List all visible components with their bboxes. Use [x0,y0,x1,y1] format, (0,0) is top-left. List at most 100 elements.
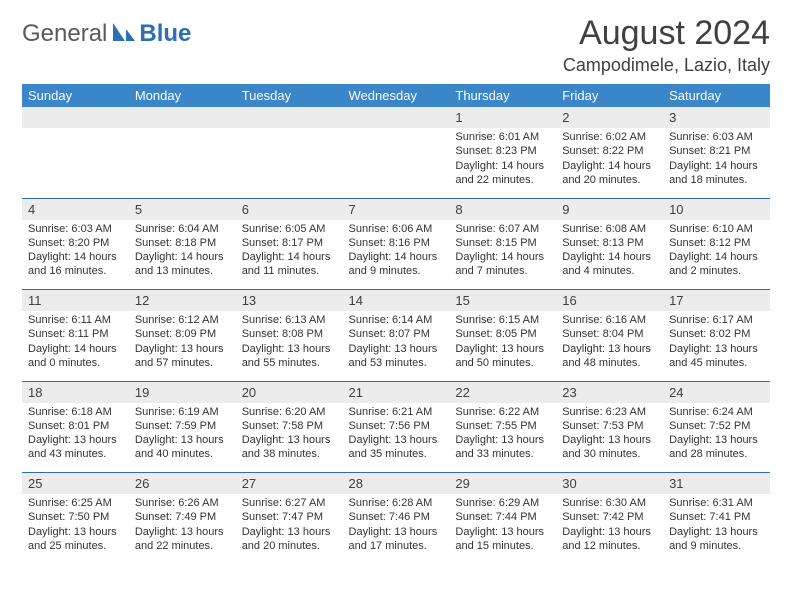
day-d1: Daylight: 13 hours [562,525,657,539]
day-sr: Sunrise: 6:14 AM [349,313,444,327]
week-details-row: Sunrise: 6:03 AMSunset: 8:20 PMDaylight:… [22,220,770,290]
day-d2: and 11 minutes. [242,264,337,278]
day-detail [22,128,129,198]
day-ss: Sunset: 8:01 PM [28,419,123,433]
day-d2: and 50 minutes. [455,356,550,370]
day-d1: Daylight: 13 hours [669,525,764,539]
day-number: 6 [236,198,343,220]
day-detail: Sunrise: 6:30 AMSunset: 7:42 PMDaylight:… [556,494,663,564]
day-detail: Sunrise: 6:08 AMSunset: 8:13 PMDaylight:… [556,220,663,290]
day-detail: Sunrise: 6:17 AMSunset: 8:02 PMDaylight:… [663,311,770,381]
day-d2: and 43 minutes. [28,447,123,461]
day-number: 18 [22,381,129,403]
day-detail: Sunrise: 6:05 AMSunset: 8:17 PMDaylight:… [236,220,343,290]
day-d2: and 40 minutes. [135,447,230,461]
day-detail: Sunrise: 6:24 AMSunset: 7:52 PMDaylight:… [663,403,770,473]
day-detail: Sunrise: 6:10 AMSunset: 8:12 PMDaylight:… [663,220,770,290]
day-number: 8 [449,198,556,220]
day-d1: Daylight: 13 hours [455,433,550,447]
brand-logo: General Blue [22,20,191,48]
day-d2: and 9 minutes. [669,539,764,553]
day-number: 3 [663,107,770,128]
day-d2: and 7 minutes. [455,264,550,278]
day-d2: and 48 minutes. [562,356,657,370]
day-d1: Daylight: 13 hours [349,433,444,447]
day-number: 19 [129,381,236,403]
day-sr: Sunrise: 6:05 AM [242,222,337,236]
day-number: 22 [449,381,556,403]
day-sr: Sunrise: 6:20 AM [242,405,337,419]
day-number: 31 [663,473,770,495]
day-d1: Daylight: 14 hours [562,159,657,173]
day-detail: Sunrise: 6:31 AMSunset: 7:41 PMDaylight:… [663,494,770,564]
day-d1: Daylight: 14 hours [28,250,123,264]
day-number: 24 [663,381,770,403]
day-sr: Sunrise: 6:11 AM [28,313,123,327]
day-number: 7 [343,198,450,220]
day-number [22,107,129,128]
day-detail: Sunrise: 6:15 AMSunset: 8:05 PMDaylight:… [449,311,556,381]
dow-monday: Monday [129,84,236,107]
day-d2: and 22 minutes. [455,173,550,187]
day-sr: Sunrise: 6:24 AM [669,405,764,419]
day-detail: Sunrise: 6:23 AMSunset: 7:53 PMDaylight:… [556,403,663,473]
day-d2: and 2 minutes. [669,264,764,278]
day-number [343,107,450,128]
day-d1: Daylight: 13 hours [349,525,444,539]
day-ss: Sunset: 8:13 PM [562,236,657,250]
day-ss: Sunset: 8:09 PM [135,327,230,341]
day-ss: Sunset: 8:22 PM [562,144,657,158]
dow-friday: Friday [556,84,663,107]
day-ss: Sunset: 8:11 PM [28,327,123,341]
day-ss: Sunset: 8:07 PM [349,327,444,341]
brand-general: General [22,20,107,48]
day-number: 17 [663,290,770,312]
day-d1: Daylight: 14 hours [669,159,764,173]
day-ss: Sunset: 7:41 PM [669,510,764,524]
day-detail: Sunrise: 6:13 AMSunset: 8:08 PMDaylight:… [236,311,343,381]
day-d1: Daylight: 14 hours [349,250,444,264]
day-number: 11 [22,290,129,312]
day-sr: Sunrise: 6:19 AM [135,405,230,419]
day-sr: Sunrise: 6:25 AM [28,496,123,510]
day-detail: Sunrise: 6:04 AMSunset: 8:18 PMDaylight:… [129,220,236,290]
day-d1: Daylight: 13 hours [242,433,337,447]
day-d2: and 53 minutes. [349,356,444,370]
day-detail [129,128,236,198]
week-details-row: Sunrise: 6:25 AMSunset: 7:50 PMDaylight:… [22,494,770,564]
week-numbers-row: 123 [22,107,770,128]
day-ss: Sunset: 8:23 PM [455,144,550,158]
day-d2: and 35 minutes. [349,447,444,461]
day-number: 26 [129,473,236,495]
day-detail: Sunrise: 6:01 AMSunset: 8:23 PMDaylight:… [449,128,556,198]
day-sr: Sunrise: 6:31 AM [669,496,764,510]
day-d1: Daylight: 13 hours [669,433,764,447]
day-d1: Daylight: 13 hours [455,525,550,539]
day-d2: and 18 minutes. [669,173,764,187]
day-d2: and 28 minutes. [669,447,764,461]
day-detail: Sunrise: 6:28 AMSunset: 7:46 PMDaylight:… [343,494,450,564]
day-d1: Daylight: 14 hours [455,250,550,264]
day-ss: Sunset: 8:21 PM [669,144,764,158]
day-d1: Daylight: 13 hours [562,433,657,447]
day-sr: Sunrise: 6:12 AM [135,313,230,327]
day-detail: Sunrise: 6:12 AMSunset: 8:09 PMDaylight:… [129,311,236,381]
day-detail: Sunrise: 6:07 AMSunset: 8:15 PMDaylight:… [449,220,556,290]
day-sr: Sunrise: 6:08 AM [562,222,657,236]
day-ss: Sunset: 8:20 PM [28,236,123,250]
day-number: 29 [449,473,556,495]
day-sr: Sunrise: 6:03 AM [669,130,764,144]
day-d1: Daylight: 13 hours [242,525,337,539]
day-sr: Sunrise: 6:26 AM [135,496,230,510]
day-ss: Sunset: 7:47 PM [242,510,337,524]
day-sr: Sunrise: 6:06 AM [349,222,444,236]
day-ss: Sunset: 8:04 PM [562,327,657,341]
day-detail: Sunrise: 6:29 AMSunset: 7:44 PMDaylight:… [449,494,556,564]
day-ss: Sunset: 8:05 PM [455,327,550,341]
day-d1: Daylight: 13 hours [242,342,337,356]
day-number: 12 [129,290,236,312]
day-d1: Daylight: 13 hours [135,525,230,539]
day-ss: Sunset: 7:52 PM [669,419,764,433]
day-ss: Sunset: 7:59 PM [135,419,230,433]
day-number: 13 [236,290,343,312]
